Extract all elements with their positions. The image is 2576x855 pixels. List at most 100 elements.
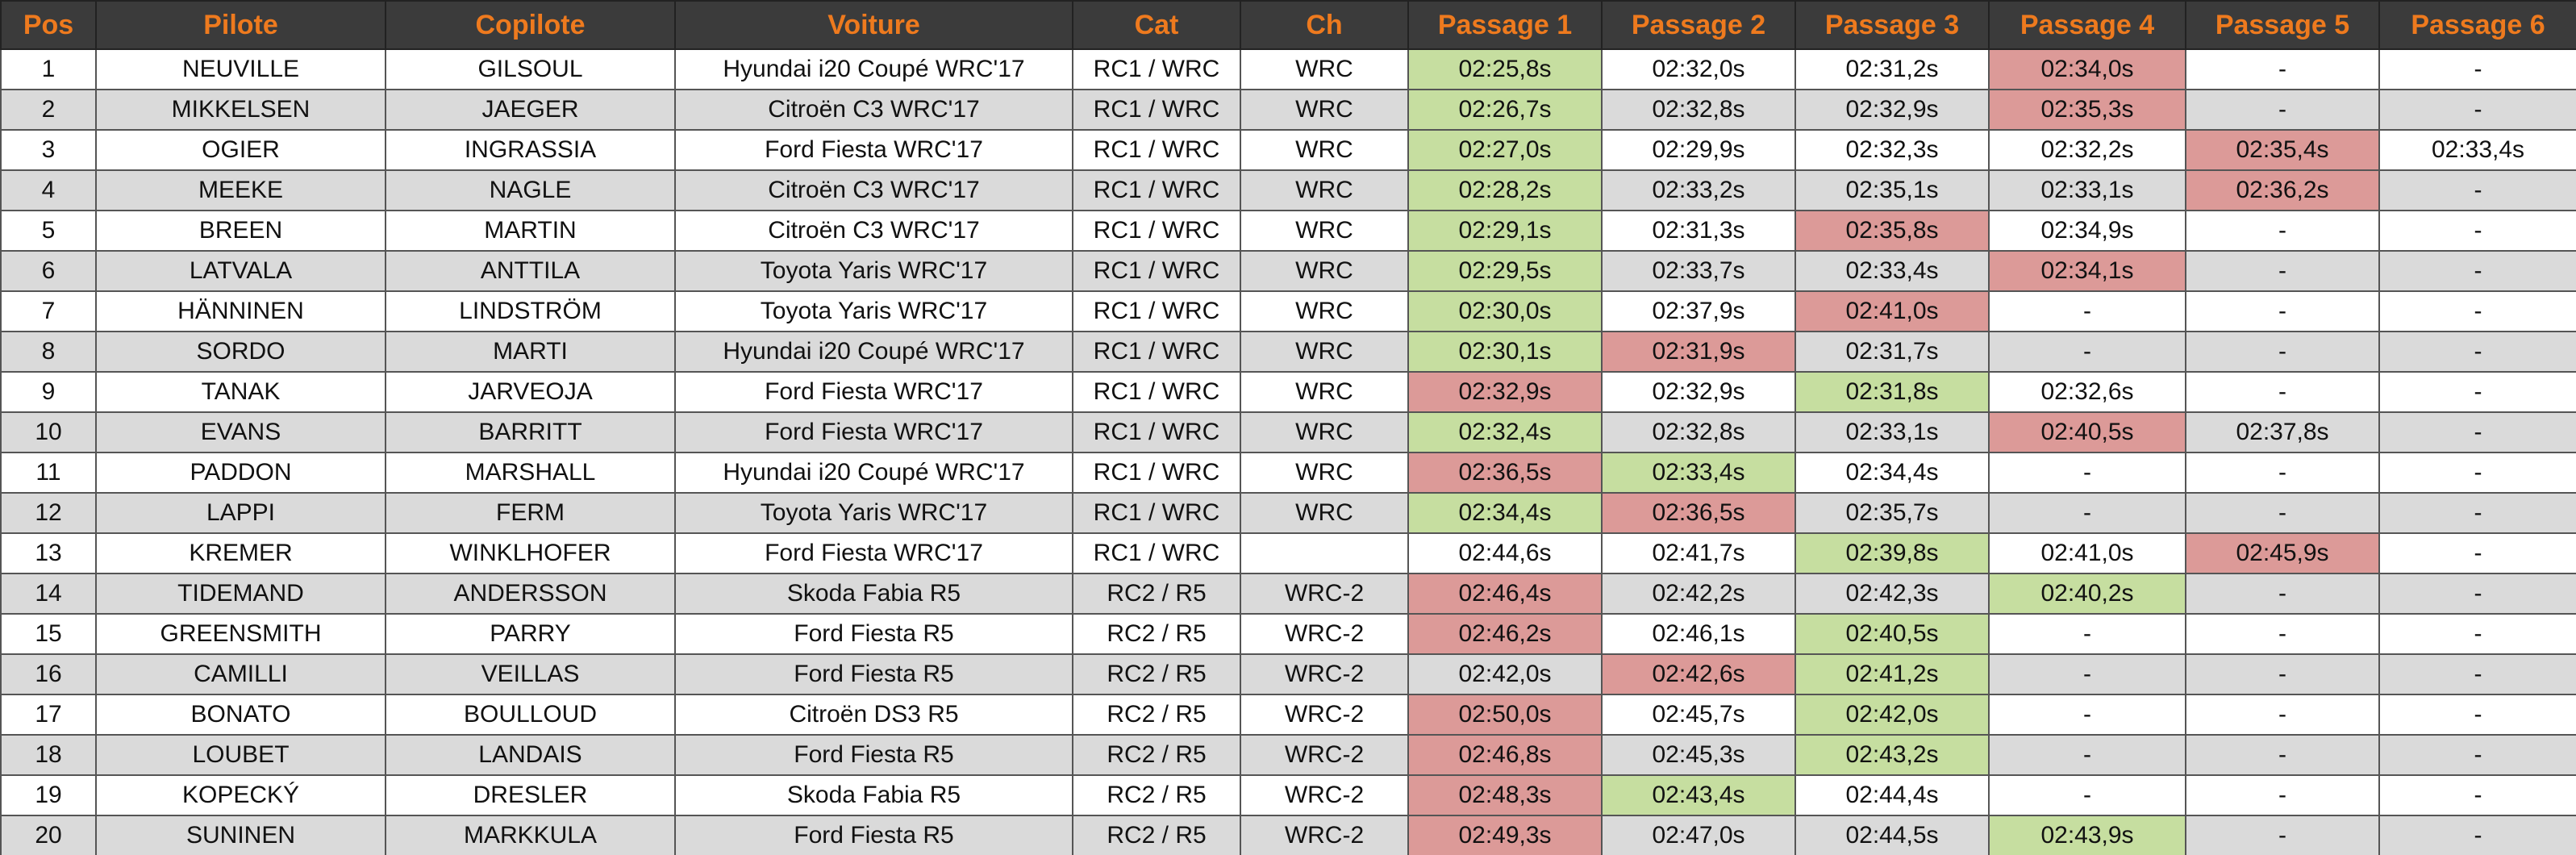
table-cell: PARRY xyxy=(385,613,676,655)
table-cell: - xyxy=(2378,89,2576,131)
table-cell: 02:42,0s xyxy=(1407,653,1603,695)
table-body: 1 NEUVILLE GILSOUL Hyundai i20 Coupé WRC'17… xyxy=(0,48,2576,855)
table-cell: - xyxy=(2378,815,2576,855)
table-cell: SORDO xyxy=(95,331,386,373)
table-cell: Ford Fiesta R5 xyxy=(674,815,1073,855)
table-cell: 02:32,2s xyxy=(1988,129,2186,171)
table-cell: RC1 / WRC xyxy=(1072,411,1241,453)
table-row: 3 OGIER INGRASSIA Ford Fiesta WRC'17 RC1 / W… xyxy=(0,129,2576,171)
table-cell: 16 xyxy=(0,653,97,695)
table-cell: 02:32,9s xyxy=(1601,371,1796,413)
table-cell: Ford Fiesta WRC'17 xyxy=(674,129,1073,171)
table-cell: WRC xyxy=(1240,250,1409,292)
table-cell: 02:42,0s xyxy=(1794,694,1990,736)
table-row: 4 MEEKE NAGLE Citroën C3 WRC'17 RC1 / WRC WRC… xyxy=(0,169,2576,211)
table-cell: 19 xyxy=(0,774,97,816)
table-cell: WRC xyxy=(1240,210,1409,252)
table-cell: - xyxy=(2185,492,2380,534)
table-cell: 02:34,9s xyxy=(1988,210,2186,252)
table-cell: 02:31,7s xyxy=(1794,331,1990,373)
table-cell: 3 xyxy=(0,129,97,171)
table-cell: - xyxy=(2185,290,2380,332)
table-cell: WRC xyxy=(1240,411,1409,453)
table-row: 10 EVANS BARRITT Ford Fiesta WRC'17 RC1 / WR… xyxy=(0,411,2576,453)
table-cell: Ford Fiesta WRC'17 xyxy=(674,411,1073,453)
table-row: 5 BREEN MARTIN Citroën C3 WRC'17 RC1 / WRC WR… xyxy=(0,210,2576,252)
table-cell: RC2 / R5 xyxy=(1072,694,1241,736)
table-cell: - xyxy=(2378,210,2576,252)
table-cell: 02:32,8s xyxy=(1601,89,1796,131)
table-cell: NEUVILLE xyxy=(95,48,386,90)
table-cell: - xyxy=(2378,774,2576,816)
table-cell: Ford Fiesta R5 xyxy=(674,734,1073,776)
table-cell: Toyota Yaris WRC'17 xyxy=(674,250,1073,292)
table-cell: 02:33,4s xyxy=(1794,250,1990,292)
table-cell: WRC-2 xyxy=(1240,815,1409,855)
table-cell: 02:39,8s xyxy=(1794,532,1990,574)
table-cell: 6 xyxy=(0,250,97,292)
table-cell: TIDEMAND xyxy=(95,573,386,615)
table-cell: WRC-2 xyxy=(1240,573,1409,615)
table-cell: Hyundai i20 Coupé WRC'17 xyxy=(674,331,1073,373)
table-row: 8 SORDO MARTI Hyundai i20 Coupé WRC'17 RC1 /… xyxy=(0,331,2576,373)
table-cell: MIKKELSEN xyxy=(95,89,386,131)
table-cell: 02:28,2s xyxy=(1407,169,1603,211)
table-cell: RC2 / R5 xyxy=(1072,653,1241,695)
table-cell: 02:45,7s xyxy=(1601,694,1796,736)
table-cell: 02:32,9s xyxy=(1794,89,1990,131)
table-cell: SUNINEN xyxy=(95,815,386,855)
table-cell: WRC-2 xyxy=(1240,694,1409,736)
table-cell: 02:45,3s xyxy=(1601,734,1796,776)
table-row: 16 CAMILLI VEILLAS Ford Fiesta R5 RC2 / R5 WR… xyxy=(0,653,2576,695)
table-cell: 02:31,9s xyxy=(1601,331,1796,373)
table-cell: OGIER xyxy=(95,129,386,171)
column-header: Pilote xyxy=(95,0,386,50)
table-cell xyxy=(1240,532,1409,574)
table-cell: RC1 / WRC xyxy=(1072,89,1241,131)
table-cell: - xyxy=(2185,573,2380,615)
table-cell: 02:26,7s xyxy=(1407,89,1603,131)
table-cell: TANAK xyxy=(95,371,386,413)
table-cell: - xyxy=(1988,774,2186,816)
table-cell: - xyxy=(2185,371,2380,413)
table-cell: RC2 / R5 xyxy=(1072,613,1241,655)
table-cell: 02:35,8s xyxy=(1794,210,1990,252)
table-cell: 02:32,4s xyxy=(1407,411,1603,453)
table-cell: RC1 / WRC xyxy=(1072,331,1241,373)
table-cell: - xyxy=(1988,734,2186,776)
column-header: Copilote xyxy=(385,0,676,50)
table-cell: - xyxy=(2378,694,2576,736)
table-cell: 02:47,0s xyxy=(1601,815,1796,855)
table-cell: BOULLOUD xyxy=(385,694,676,736)
table-cell: 02:29,5s xyxy=(1407,250,1603,292)
table-cell: Citroën DS3 R5 xyxy=(674,694,1073,736)
table-cell: Citroën C3 WRC'17 xyxy=(674,89,1073,131)
table-row: 1 NEUVILLE GILSOUL Hyundai i20 Coupé WRC'17… xyxy=(0,48,2576,90)
table-row: 2 MIKKELSEN JAEGER Citroën C3 WRC'17 RC1 / W… xyxy=(0,89,2576,131)
table-cell: - xyxy=(2378,532,2576,574)
table-cell: 02:35,3s xyxy=(1988,89,2186,131)
column-header: Pos xyxy=(0,0,97,50)
table-cell: WINKLHOFER xyxy=(385,532,676,574)
table-cell: 02:41,0s xyxy=(1794,290,1990,332)
table-cell: 02:29,9s xyxy=(1601,129,1796,171)
column-header: Passage 6 xyxy=(2378,0,2576,50)
table-cell: - xyxy=(1988,331,2186,373)
table-cell: WRC-2 xyxy=(1240,613,1409,655)
table-cell: 02:50,0s xyxy=(1407,694,1603,736)
table-cell: 02:36,5s xyxy=(1601,492,1796,534)
table-cell: 02:46,4s xyxy=(1407,573,1603,615)
table-cell: 02:40,5s xyxy=(1794,613,1990,655)
column-header: Passage 5 xyxy=(2185,0,2380,50)
table-cell: - xyxy=(1988,452,2186,494)
table-cell: - xyxy=(2378,734,2576,776)
table-cell: WRC xyxy=(1240,169,1409,211)
table-cell: ANDERSSON xyxy=(385,573,676,615)
table-cell: BREEN xyxy=(95,210,386,252)
table-cell: WRC-2 xyxy=(1240,653,1409,695)
table-cell: Hyundai i20 Coupé WRC'17 xyxy=(674,452,1073,494)
table-cell: - xyxy=(1988,694,2186,736)
table-cell: 02:34,4s xyxy=(1407,492,1603,534)
table-cell: WRC-2 xyxy=(1240,774,1409,816)
table-cell: 02:40,2s xyxy=(1988,573,2186,615)
